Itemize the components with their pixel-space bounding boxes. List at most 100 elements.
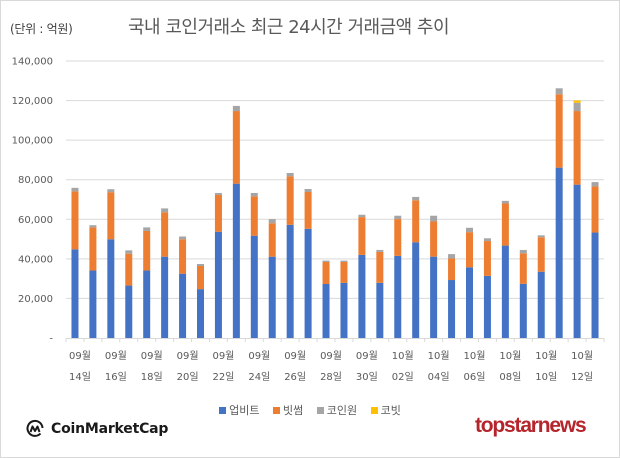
bar-upbit <box>501 245 509 338</box>
bar-upbit <box>197 289 204 338</box>
x-tick-label-day: 24일 <box>248 371 270 383</box>
bar-bithumb <box>358 217 366 255</box>
x-tick-label-month: 09월 <box>212 350 234 362</box>
bar-upbit <box>573 184 581 338</box>
x-tick-label-day: 14일 <box>69 371 91 383</box>
legend-swatch <box>316 407 324 414</box>
bar-bithumb <box>125 253 133 286</box>
legend-item-upbit: 업비트 <box>219 402 260 418</box>
bar-bithumb <box>161 212 169 257</box>
bar-upbit <box>107 239 115 338</box>
bar-coinone <box>555 88 563 95</box>
x-tick-label-month: 09월 <box>320 350 342 362</box>
x-tick-label-month: 10월 <box>392 350 414 362</box>
x-tick-label-month: 09월 <box>69 350 91 362</box>
bar-coinone <box>268 219 276 224</box>
legend-swatch <box>370 407 378 414</box>
bar-upbit <box>466 267 473 338</box>
bar-coinone <box>179 236 187 240</box>
bar-bithumb <box>143 230 151 271</box>
bar-upbit <box>519 283 527 338</box>
coinmarketcap-logo: CoinMarketCap <box>25 419 168 439</box>
bar-coinone <box>71 187 79 192</box>
bar-coinone <box>519 249 527 254</box>
bar-upbit <box>268 256 276 338</box>
x-tick-label-day: 30일 <box>356 371 378 383</box>
x-axis-ticks: 09월 14일 09월 16일 09월 18일 09월 20일 09월 22일 09월 24일 09월 2… <box>69 350 593 383</box>
bar-coinone <box>197 264 204 266</box>
legend-label: 빗썸 <box>283 404 304 417</box>
y-tick-label: 140,000 <box>12 57 53 68</box>
x-tick-label-month: 09월 <box>177 350 199 362</box>
coinmarketcap-icon <box>26 419 44 437</box>
bar-bithumb <box>555 94 563 168</box>
bar-bithumb <box>537 237 545 272</box>
chart-title: 국내 코인거래소 최근 24시간 거래금액 추이 <box>128 17 450 38</box>
bar-bithumb <box>214 194 222 232</box>
bar-coinone <box>448 254 456 259</box>
x-tick-label-day: 18일 <box>141 371 163 383</box>
x-tick-label-day: 22일 <box>212 371 234 383</box>
bar-upbit <box>71 249 79 338</box>
x-tick-label-month: 09월 <box>356 350 378 362</box>
legend-item-bithumb: 빗썸 <box>273 402 303 418</box>
x-tick-label-month: 10월 <box>464 350 486 362</box>
bar-bithumb <box>286 176 294 225</box>
bar-coinone <box>483 238 491 242</box>
y-tick-label: 120,000 <box>12 96 53 107</box>
bar-coinone <box>107 189 115 193</box>
bar-upbit <box>591 232 599 338</box>
bars <box>71 88 599 338</box>
x-tick-label-day: 28일 <box>320 371 342 383</box>
bar-bithumb <box>483 241 491 276</box>
bar-coinone <box>250 192 258 197</box>
y-tick-label: 60,000 <box>18 215 53 226</box>
bar-upbit <box>394 255 402 338</box>
bar-bithumb <box>519 253 527 284</box>
bar-coinone <box>322 260 330 263</box>
bar-upbit <box>286 224 294 338</box>
bar-upbit <box>340 282 348 338</box>
bar-bithumb <box>107 192 115 240</box>
x-tick-label-day: 12일 <box>571 371 593 383</box>
legend-swatch <box>273 407 280 414</box>
bar-bithumb <box>412 200 420 243</box>
legend-label: 업비트 <box>229 404 260 417</box>
bar-coinone <box>466 227 473 233</box>
x-tick-label-month: 10월 <box>571 350 593 362</box>
x-tick-label-day: 06일 <box>464 371 486 383</box>
bar-korbit <box>573 100 581 103</box>
unit-label: (단위 : 억원) <box>10 22 73 36</box>
bar-bithumb <box>466 232 473 268</box>
bar-upbit <box>250 235 258 338</box>
bar-bithumb <box>591 186 599 233</box>
bar-bithumb <box>250 196 258 236</box>
x-tick-label-month: 10월 <box>535 350 557 362</box>
y-tick-label: 80,000 <box>18 175 53 186</box>
bar-coinone <box>161 208 169 213</box>
bar-bithumb <box>304 191 312 229</box>
bar-bithumb <box>322 262 330 284</box>
legend-label: 코빗 <box>380 404 401 417</box>
bar-bithumb <box>197 265 204 290</box>
bar-upbit <box>555 167 563 338</box>
legend-item-korbit: 코빗 <box>370 402 401 418</box>
bar-coinone <box>232 105 240 112</box>
bar-coinone <box>340 260 348 263</box>
bar-coinone <box>286 172 294 177</box>
x-tick-label-day: 10일 <box>535 371 557 383</box>
bar-bithumb <box>501 203 509 246</box>
bar-chart: - 20,000 40,000 60,000 80,000 100,000 120,000 1… <box>12 57 605 383</box>
bar-coinone <box>537 235 545 238</box>
x-axis <box>65 338 605 342</box>
bar-bithumb <box>89 227 97 271</box>
bar-bithumb <box>268 223 276 257</box>
y-axis-ticks: - 20,000 40,000 60,000 80,000 100,000 120,000 1… <box>12 57 54 345</box>
bar-upbit <box>448 280 456 338</box>
bar-bithumb <box>573 111 581 185</box>
bar-bithumb <box>179 239 187 274</box>
bar-coinone <box>501 200 509 204</box>
bar-bithumb <box>71 191 79 250</box>
bar-upbit <box>214 231 222 338</box>
legend-label: 코인원 <box>326 404 358 417</box>
